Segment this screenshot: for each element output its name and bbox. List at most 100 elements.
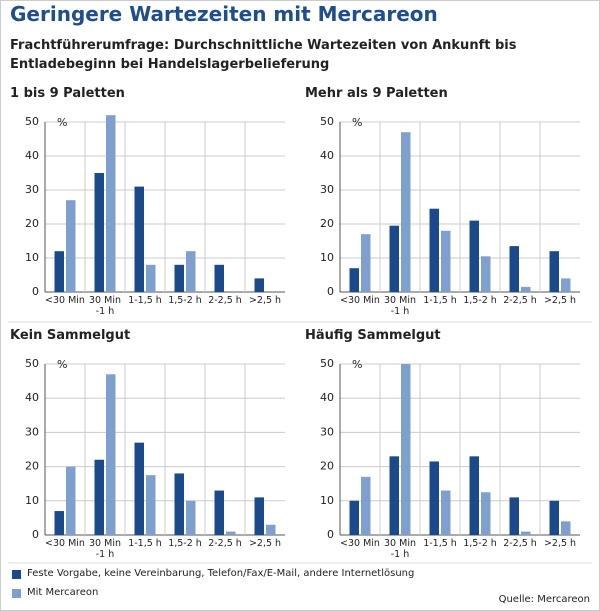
bar — [106, 115, 116, 292]
bar — [94, 173, 104, 292]
bar — [429, 208, 439, 292]
bar — [561, 278, 571, 292]
x-tick-label: <30 Min — [340, 295, 380, 306]
bar — [186, 251, 196, 292]
bar — [361, 476, 371, 535]
y-tick-label: 10 — [320, 251, 334, 264]
x-tick-label: 1,5-2 h — [168, 295, 202, 306]
y-tick-label: 10 — [320, 494, 334, 507]
y-tick-label: 40 — [320, 149, 334, 162]
bar — [186, 500, 196, 535]
x-tick-label: 1,5-2 h — [463, 538, 497, 549]
bar — [214, 490, 224, 535]
legend-label: Feste Vorgabe, keine Vereinbarung, Telef… — [27, 568, 415, 579]
bar — [441, 230, 451, 292]
panel-title: 1 bis 9 Paletten — [10, 86, 125, 101]
bar — [349, 500, 359, 535]
x-tick-label: 30 Min -1 h — [384, 538, 416, 560]
y-tick-label: 0 — [327, 528, 334, 541]
y-tick-label: 50 — [25, 357, 39, 370]
bar — [266, 524, 276, 535]
bar — [226, 531, 236, 535]
bar — [389, 456, 399, 535]
y-tick-label: 30 — [25, 425, 39, 438]
x-tick-label: <30 Min — [45, 295, 85, 306]
y-unit: % — [352, 358, 362, 371]
x-tick-label: 1,5-2 h — [168, 538, 202, 549]
subtitle: Frachtführerumfrage: Durchschnittliche W… — [10, 38, 517, 72]
bar — [401, 132, 411, 292]
x-tick-label: 30 Min -1 h — [89, 295, 121, 317]
y-tick-label: 40 — [320, 391, 334, 404]
x-tick-label: <30 Min — [340, 538, 380, 549]
y-tick-label: 50 — [320, 115, 334, 128]
bar — [521, 531, 531, 535]
panel-title: Mehr als 9 Paletten — [305, 86, 448, 101]
bar — [146, 264, 156, 292]
y-tick-label: 20 — [25, 460, 39, 473]
y-tick-label: 30 — [320, 425, 334, 438]
bar — [429, 461, 439, 535]
bar — [481, 256, 491, 292]
y-tick-label: 10 — [25, 494, 39, 507]
y-tick-label: 0 — [327, 285, 334, 298]
y-tick-label: 0 — [32, 528, 39, 541]
x-tick-label: 2-2,5 h — [208, 295, 242, 306]
bar — [134, 186, 144, 292]
bar — [174, 264, 184, 292]
bar — [254, 278, 264, 292]
legend-swatch — [12, 589, 21, 598]
bar — [521, 286, 531, 292]
y-tick-label: 0 — [32, 285, 39, 298]
title: Geringere Wartezeiten mit Mercareon — [10, 2, 438, 26]
bar — [441, 490, 451, 535]
bar — [389, 225, 399, 292]
x-tick-label: 1-1,5 h — [423, 538, 457, 549]
bar — [94, 459, 104, 535]
y-unit: % — [57, 358, 67, 371]
y-tick-label: 20 — [320, 217, 334, 230]
x-tick-label: >2,5 h — [248, 295, 282, 306]
x-tick-label: >2,5 h — [543, 538, 577, 549]
bar — [174, 473, 184, 535]
y-tick-label: 30 — [320, 183, 334, 196]
bar — [66, 466, 76, 535]
bar — [549, 251, 559, 292]
x-tick-label: 1,5-2 h — [463, 295, 497, 306]
bar — [469, 456, 479, 535]
x-tick-label: 2-2,5 h — [208, 538, 242, 549]
x-tick-label: 1-1,5 h — [128, 295, 162, 306]
bar — [214, 264, 224, 292]
bar — [481, 492, 491, 535]
y-unit: % — [57, 116, 67, 129]
y-tick-label: 20 — [320, 460, 334, 473]
bar — [146, 475, 156, 535]
x-tick-label: 2-2,5 h — [503, 295, 537, 306]
source: Quelle: Mercareon — [498, 594, 590, 605]
y-unit: % — [352, 116, 362, 129]
legend-label: Mit Mercareon — [27, 587, 99, 598]
bar — [509, 246, 519, 292]
x-tick-label: <30 Min — [45, 538, 85, 549]
bar — [509, 497, 519, 535]
panel-title: Häufig Sammelgut — [305, 328, 441, 343]
x-tick-label: 30 Min -1 h — [89, 538, 121, 560]
bar — [549, 500, 559, 535]
bar — [254, 497, 264, 535]
bar — [469, 220, 479, 292]
legend-swatch — [12, 570, 21, 579]
y-tick-label: 50 — [320, 357, 334, 370]
bar — [349, 268, 359, 292]
x-tick-label: 30 Min -1 h — [384, 295, 416, 317]
bar — [134, 442, 144, 535]
bar — [66, 200, 76, 292]
y-tick-label: 30 — [25, 183, 39, 196]
x-tick-label: 2-2,5 h — [503, 538, 537, 549]
panel-title: Kein Sammelgut — [10, 328, 131, 343]
bar — [401, 364, 411, 535]
bar — [54, 511, 64, 535]
y-tick-label: 10 — [25, 251, 39, 264]
bar — [561, 521, 571, 535]
